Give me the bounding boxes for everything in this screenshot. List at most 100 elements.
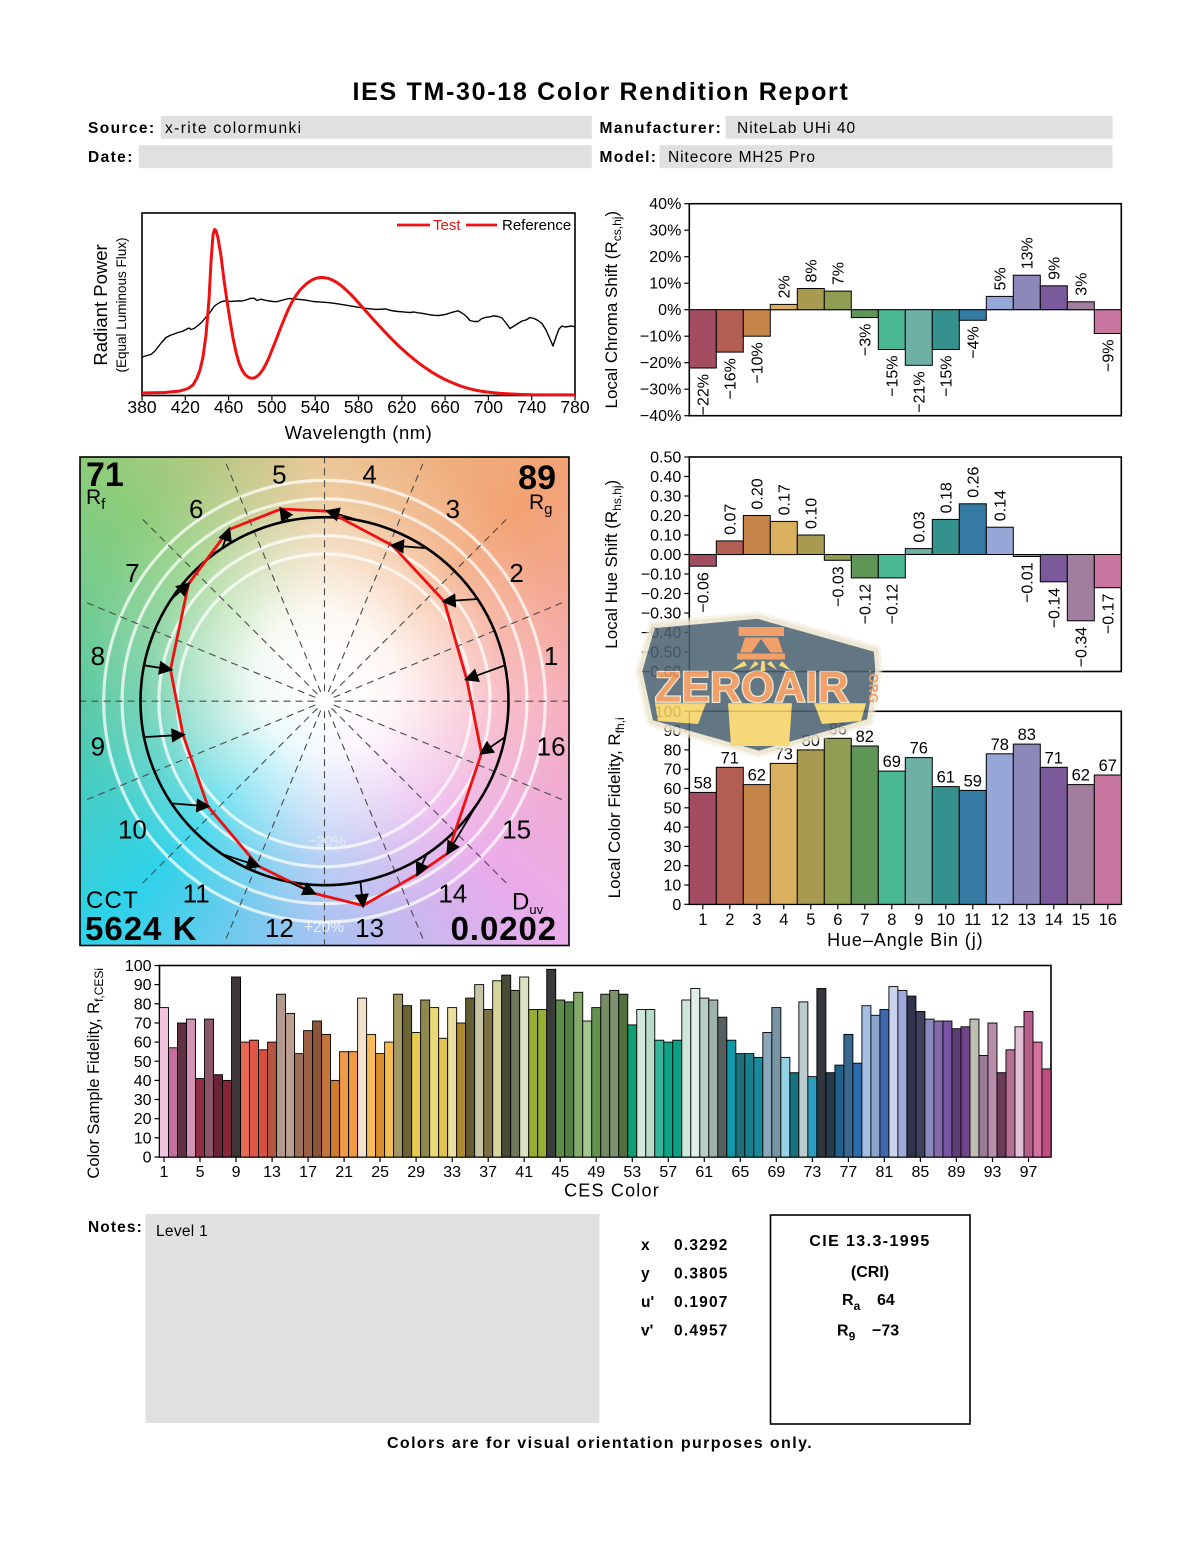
svg-text:81: 81 [876,1164,894,1181]
svg-text:11: 11 [964,911,981,929]
svg-text:0.20: 0.20 [650,508,681,525]
svg-text:2%: 2% [776,275,793,298]
svg-text:40: 40 [664,820,682,837]
svg-text:16: 16 [1099,911,1117,929]
svg-text:13: 13 [1018,911,1036,929]
svg-text:x-rite colormunki: x-rite colormunki [165,120,303,137]
svg-text:−10%: −10% [749,342,766,383]
svg-text:Rf: Rf [86,486,106,513]
svg-text:0.10: 0.10 [803,498,820,529]
svg-text:20: 20 [664,858,682,875]
svg-text:53: 53 [623,1164,641,1181]
svg-text:Reference: Reference [502,217,571,234]
svg-text:0.30: 0.30 [650,489,681,506]
svg-text:13: 13 [355,913,384,943]
svg-text:740: 740 [517,397,546,417]
svg-text:−15%: −15% [884,355,901,396]
svg-text:13: 13 [263,1164,281,1181]
svg-text:67: 67 [1099,757,1117,775]
svg-text:11: 11 [183,878,210,908]
svg-text:17: 17 [299,1164,317,1181]
svg-text:Manufacturer:: Manufacturer: [600,120,723,137]
svg-text:12: 12 [265,913,294,943]
svg-text:60: 60 [664,781,682,798]
svg-text:0.03: 0.03 [911,511,928,542]
svg-text:700: 700 [474,397,503,417]
svg-text:Local Chroma Shift (Rcs,hj): Local Chroma Shift (Rcs,hj) [602,211,624,409]
svg-text:9: 9 [232,1164,241,1181]
svg-text:65: 65 [731,1164,749,1181]
svg-text:−0.12: −0.12 [884,584,901,625]
svg-text:−20%: −20% [640,355,681,372]
svg-text:Local Color Fidelity, Rfh,i: Local Color Fidelity, Rfh,i [605,717,627,898]
svg-text:100: 100 [125,958,152,975]
svg-text:CCT: CCT [86,887,139,914]
svg-text:40%: 40% [649,196,681,213]
svg-text:5%: 5% [992,267,1009,290]
svg-text:660: 660 [430,397,459,417]
svg-text:Date:: Date: [88,149,134,166]
svg-text:5624 K: 5624 K [85,910,197,947]
svg-text:50: 50 [664,800,682,817]
svg-text:CES Color: CES Color [564,1181,660,1201]
svg-text:3: 3 [752,911,761,929]
svg-text:Wavelength (nm): Wavelength (nm) [285,422,433,443]
svg-text:−30%: −30% [640,382,681,399]
svg-text:3%: 3% [1073,273,1090,296]
svg-text:10: 10 [134,1130,152,1147]
svg-text:−0.17: −0.17 [1100,594,1117,635]
svg-text:33: 33 [443,1164,461,1181]
svg-text:70: 70 [664,762,682,779]
svg-text:73: 73 [803,1164,821,1181]
svg-text:780: 780 [560,397,589,417]
svg-text:0.26: 0.26 [965,467,982,498]
svg-text:37: 37 [479,1164,497,1181]
svg-text:540: 540 [301,397,330,417]
svg-text:−0.12: −0.12 [857,584,874,625]
svg-text:−0.10: −0.10 [641,567,682,584]
svg-text:0: 0 [143,1150,152,1167]
svg-text:62: 62 [748,767,766,785]
svg-text:4: 4 [779,911,788,929]
svg-text:0.3292: 0.3292 [674,1237,729,1254]
svg-text:15: 15 [502,815,531,845]
svg-text:80: 80 [134,996,152,1013]
svg-text:Level 1: Level 1 [156,1223,208,1240]
svg-text:20%: 20% [649,249,681,266]
svg-text:59: 59 [964,772,982,790]
svg-text:Notes:: Notes: [88,1219,143,1236]
svg-text:460: 460 [214,397,243,417]
svg-text:Source:: Source: [88,120,156,137]
svg-text:14: 14 [438,878,467,908]
svg-text:41: 41 [515,1164,533,1181]
svg-text:−9%: −9% [1100,340,1117,372]
svg-text:x: x [641,1237,650,1254]
svg-text:85: 85 [912,1164,930,1181]
svg-text:0.20: 0.20 [749,478,766,509]
svg-text:Test: Test [433,217,461,234]
svg-text:Nitecore MH25 Pro: Nitecore MH25 Pro [668,149,816,166]
svg-text:71: 71 [1045,749,1063,767]
svg-text:0.40: 0.40 [650,469,681,486]
svg-text:30%: 30% [649,223,681,240]
svg-text:71: 71 [721,749,739,767]
svg-text:−0.30: −0.30 [641,606,682,623]
svg-text:2: 2 [509,558,523,588]
svg-text:89: 89 [518,459,556,497]
svg-text:380: 380 [127,397,156,417]
svg-text:Colors are for visual orientat: Colors are for visual orientation purpos… [387,1435,813,1452]
svg-text:45: 45 [551,1164,569,1181]
svg-text:−0.06: −0.06 [695,572,712,613]
svg-text:4: 4 [362,460,376,490]
svg-text:0.50: 0.50 [650,450,681,467]
svg-text:82: 82 [856,728,874,746]
svg-text:0.10: 0.10 [650,528,681,545]
svg-text:62: 62 [1072,767,1090,785]
svg-text:−21%: −21% [911,371,928,412]
svg-text:9%: 9% [1046,257,1063,280]
svg-text:0.17: 0.17 [776,484,793,515]
svg-text:−16%: −16% [722,358,739,399]
svg-text:620: 620 [387,397,416,417]
svg-text:u': u' [641,1294,654,1311]
svg-text:1: 1 [544,641,558,671]
